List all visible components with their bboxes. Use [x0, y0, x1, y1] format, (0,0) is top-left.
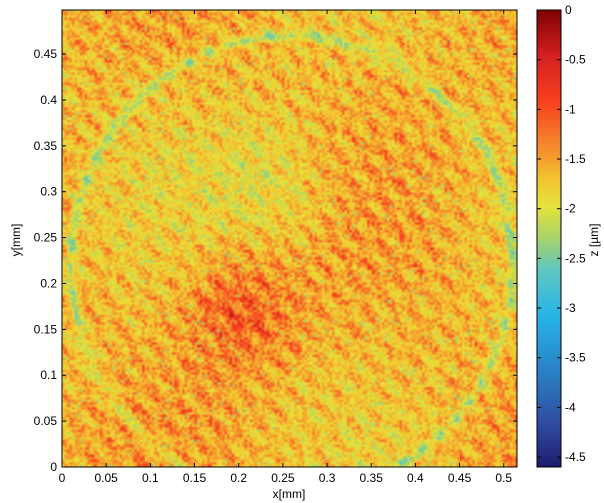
colorbar-tick-label: -1 — [565, 102, 576, 116]
x-tick-label: 0 — [59, 471, 66, 485]
y-tick-label: 0.05 — [34, 414, 58, 428]
colorbar-tick-label: -2.5 — [565, 251, 586, 265]
x-axis-ticks: 0 0.05 0.1 0.15 0.2 0.25 0.3 0.35 0.4 0.45 0.5 — [59, 10, 512, 485]
colorbar-tick-label: -3 — [565, 301, 576, 315]
colorbar-label: z [µm] — [587, 224, 601, 257]
y-axis-label: y[mm] — [9, 224, 23, 257]
x-tick-label: 0.1 — [142, 471, 159, 485]
heatmap-surface — [62, 10, 517, 467]
colorbar-tick-label: 0 — [565, 3, 572, 17]
y-tick-label: 0 — [50, 460, 57, 474]
y-tick-label: 0.35 — [34, 139, 58, 153]
colorbar-tick-label: -3.5 — [565, 351, 586, 365]
y-tick-label: 0.15 — [34, 322, 58, 336]
colorbar-tick-label: -0.5 — [565, 53, 586, 67]
colorbar-tick-label: -4.5 — [565, 450, 586, 464]
y-tick-label: 0.4 — [40, 93, 57, 107]
heatmap-image — [62, 10, 517, 467]
colorbar-ticks: 0 -0.5 -1 -1.5 -2 -2.5 -3 -3.5 -4 -4.5 — [537, 3, 586, 464]
plot-frame — [61, 9, 518, 468]
y-tick-label: 0.2 — [40, 276, 57, 290]
x-tick-label: 0.25 — [271, 471, 295, 485]
colorbar-tick-label: -2 — [565, 202, 576, 216]
x-tick-label: 0.3 — [319, 471, 336, 485]
x-tick-label: 0.15 — [183, 471, 207, 485]
colorbar-tick-label: -1.5 — [565, 152, 586, 166]
y-tick-label: 0.3 — [40, 185, 57, 199]
y-axis-ticks: 0 0.05 0.1 0.15 0.2 0.25 0.3 0.35 0.4 0.45 — [34, 47, 517, 474]
x-tick-label: 0.05 — [94, 471, 118, 485]
x-tick-label: 0.45 — [448, 471, 472, 485]
colorbar-tick-label: -4 — [565, 400, 576, 414]
x-tick-label: 0.2 — [230, 471, 247, 485]
colorbar — [536, 9, 562, 468]
x-tick-label: 0.5 — [495, 471, 512, 485]
x-tick-label: 0.35 — [360, 471, 384, 485]
x-axis-label: x[mm] — [273, 487, 306, 501]
y-tick-label: 0.45 — [34, 47, 58, 61]
y-tick-label: 0.25 — [34, 231, 58, 245]
y-tick-label: 0.1 — [40, 368, 57, 382]
x-tick-label: 0.4 — [407, 471, 424, 485]
